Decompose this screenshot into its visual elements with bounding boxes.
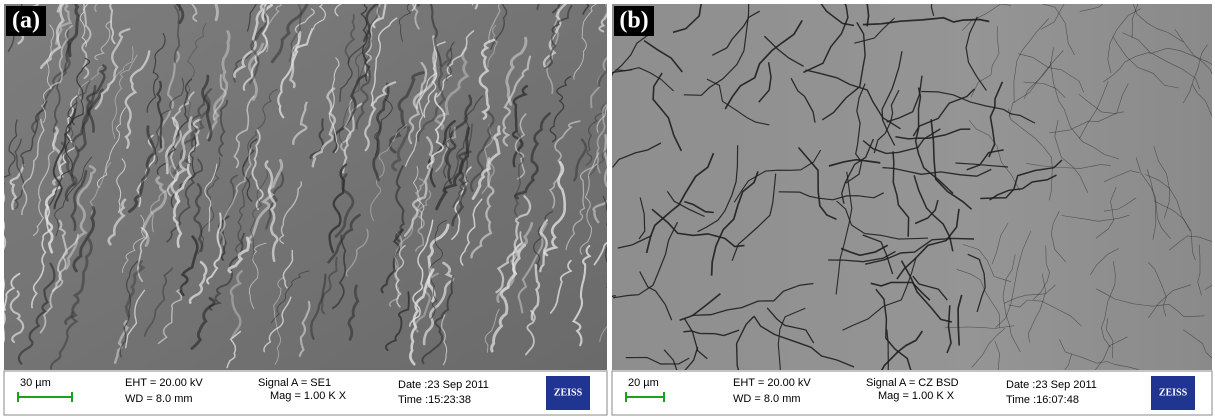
- micrograph: [529, 0, 1215, 419]
- eht: EHT = 20.00 kV: [733, 377, 811, 389]
- eht: EHT = 20.00 kV: [125, 377, 203, 389]
- time: Time :15:23:38: [398, 394, 471, 406]
- magnification: Mag = 1.00 K X: [270, 390, 347, 402]
- micrograph-background: [4, 4, 607, 370]
- date: Date :23 Sep 2011: [1006, 379, 1097, 391]
- panel-label: (a): [12, 8, 40, 34]
- scale-bar-label: 20 µm: [628, 377, 659, 389]
- time: Time :16:07:48: [1006, 394, 1079, 406]
- figure: (a) 30 µm EHT = 20.00 kV WD = 8.0 mm Signal …: [0, 0, 1215, 419]
- micrograph: [0, 0, 628, 370]
- signal: Signal A = SE1: [258, 377, 331, 389]
- working-distance: WD = 8.0 mm: [125, 393, 193, 405]
- logo: ZEISS: [554, 387, 583, 398]
- logo: ZEISS: [1159, 387, 1188, 398]
- scale-bar-label: 30 µm: [20, 377, 51, 389]
- working-distance: WD = 8.0 mm: [733, 393, 801, 405]
- date: Date :23 Sep 2011: [398, 379, 489, 391]
- panel-label: (b): [619, 8, 648, 34]
- signal: Signal A = CZ BSD: [866, 377, 959, 389]
- magnification: Mag = 1.00 K X: [878, 390, 955, 402]
